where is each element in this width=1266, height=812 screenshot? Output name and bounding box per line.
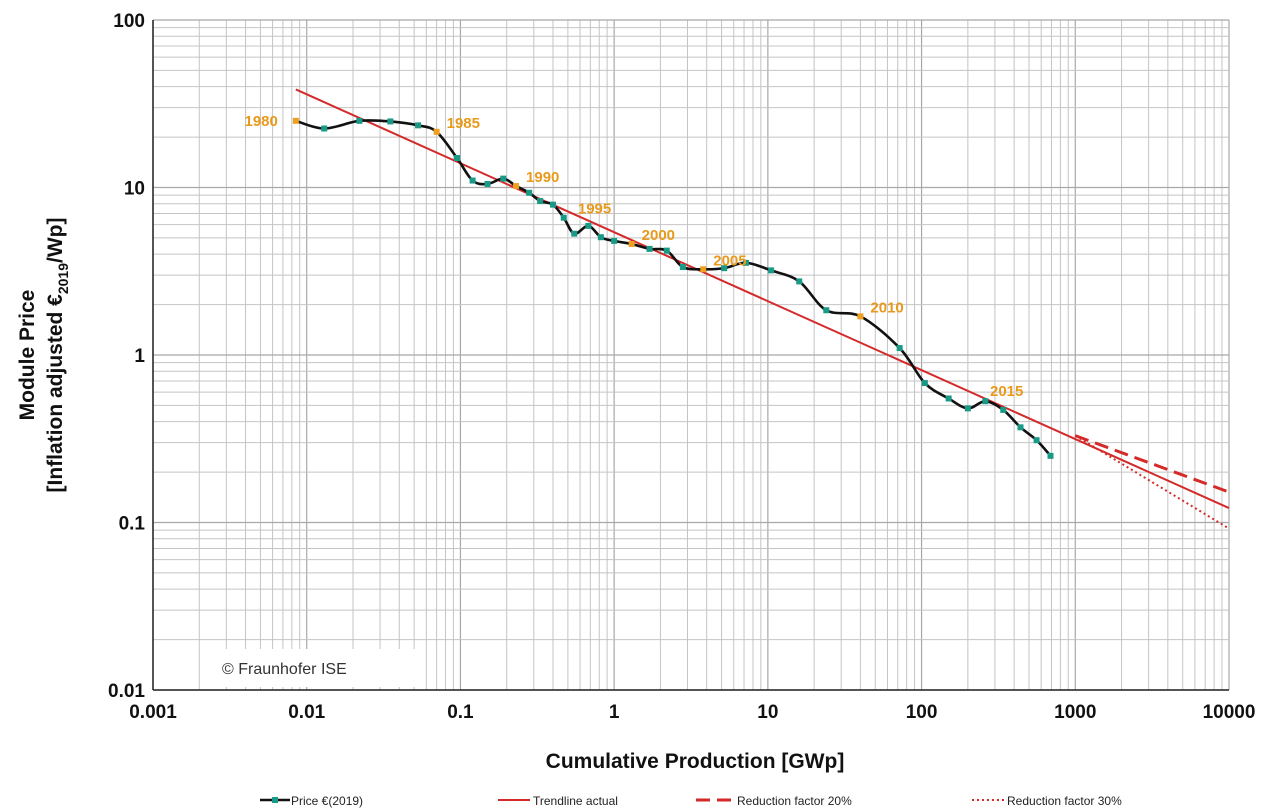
legend-marker-price (272, 797, 278, 803)
price-data-point (560, 214, 567, 221)
price-data-point (982, 398, 989, 405)
price-data-point (537, 198, 544, 205)
y-tick-label: 100 (113, 11, 145, 32)
y-tick-label: 0.1 (119, 514, 146, 535)
price-data-point (469, 177, 476, 184)
x-tick-label: 0.1 (447, 702, 474, 723)
legend-item-reduction-30: Reduction factor 30% (972, 794, 1122, 808)
x-tick-label: 0.01 (288, 702, 325, 723)
x-tick-label: 1 (609, 702, 620, 723)
legend-item-reduction-20: Reduction factor 20% (696, 794, 852, 808)
year-marker (857, 313, 864, 320)
plot-grid (152, 19, 1230, 691)
year-label: 2005 (713, 252, 746, 269)
series-trendline-actual (295, 88, 1230, 509)
year-marker (513, 183, 520, 190)
price-data-point (611, 237, 618, 244)
price-data-point (1047, 452, 1054, 459)
year-label: 2000 (642, 227, 675, 244)
y-axis-title-line1: Module Price (16, 290, 39, 421)
price-data-point (742, 259, 749, 266)
year-label: 1980 (244, 113, 277, 130)
year-label: 1995 (578, 201, 611, 218)
price-data-point (768, 267, 775, 274)
price-data-point (823, 307, 830, 314)
y-axis-title: Module Price [Inflation adjusted €2019/W… (16, 218, 71, 493)
price-markers (292, 117, 1054, 459)
price-data-point (796, 278, 803, 285)
legend-item-price: Price €(2019) (260, 794, 363, 808)
copyright-box (205, 649, 420, 687)
y-tick-label: 10 (124, 179, 145, 200)
y-tick-label: 1 (134, 346, 145, 367)
y-axis-title-line2: [Inflation adjusted €2019/Wp] (44, 218, 71, 493)
year-labels: 1980 1985 1990 1995 2000 2005 2010 2015 (244, 113, 1023, 400)
y-axis-title-post: /Wp] (44, 218, 67, 263)
year-marker (628, 240, 635, 247)
year-marker (700, 266, 707, 273)
price-data-point (549, 201, 556, 208)
y-axis-title-sub: 2019 (55, 263, 71, 294)
price-data-point (454, 155, 461, 162)
legend-label-trendline: Trendline actual (533, 794, 618, 808)
x-axis-ticks: 0.001 0.01 0.1 1 10 100 1000 10000 (129, 702, 1255, 723)
price-data-point (721, 265, 728, 272)
price-data-point (500, 175, 507, 182)
year-label: 2010 (870, 299, 903, 316)
x-tick-label: 1000 (1054, 702, 1096, 723)
legend-label-reduction-20: Reduction factor 20% (737, 794, 852, 808)
price-data-point (646, 245, 653, 252)
price-data-point (526, 189, 533, 196)
x-axis-title: Cumulative Production [GWp] (546, 750, 845, 773)
year-label: 1985 (447, 115, 480, 132)
x-tick-label: 10000 (1203, 702, 1256, 723)
y-axis-ticks: 0.01 0.1 1 10 100 (108, 11, 145, 702)
price-data-point (896, 345, 903, 352)
price-data-point (597, 234, 604, 241)
price-data-point (679, 264, 686, 271)
price-data-point (945, 395, 952, 402)
x-tick-label: 10 (757, 702, 778, 723)
x-tick-label: 100 (906, 702, 938, 723)
series-reduction-factor-20- (1074, 434, 1230, 494)
legend-label-reduction-30: Reduction factor 30% (1007, 794, 1122, 808)
x-tick-label: 0.001 (129, 702, 177, 723)
legend-item-trendline: Trendline actual (498, 794, 618, 808)
legend-label-price: Price €(2019) (291, 794, 363, 808)
price-data-point (321, 125, 328, 132)
price-data-point (663, 247, 670, 254)
year-marker (433, 128, 440, 135)
price-data-point (415, 122, 422, 129)
y-axis-title-pre: [Inflation adjusted € (44, 294, 67, 493)
price-data-point (484, 180, 491, 187)
y-tick-label: 0.01 (108, 681, 145, 702)
year-marker (292, 117, 299, 124)
price-data-point (585, 222, 592, 229)
copyright-annotation: © Fraunhofer ISE (222, 661, 347, 678)
price-data-point (387, 118, 394, 125)
year-label: 1990 (526, 169, 559, 186)
price-data-point (356, 117, 363, 124)
price-data-point (1017, 424, 1024, 431)
price-data-point (1033, 437, 1040, 444)
price-data-point (571, 230, 578, 237)
year-label: 2015 (990, 383, 1023, 400)
legend: Price €(2019) Trendline actual Reduction… (260, 794, 1122, 808)
price-data-point (1000, 406, 1007, 413)
price-data-point (964, 405, 971, 412)
price-data-point (921, 380, 928, 387)
plot-axes (152, 20, 1229, 691)
